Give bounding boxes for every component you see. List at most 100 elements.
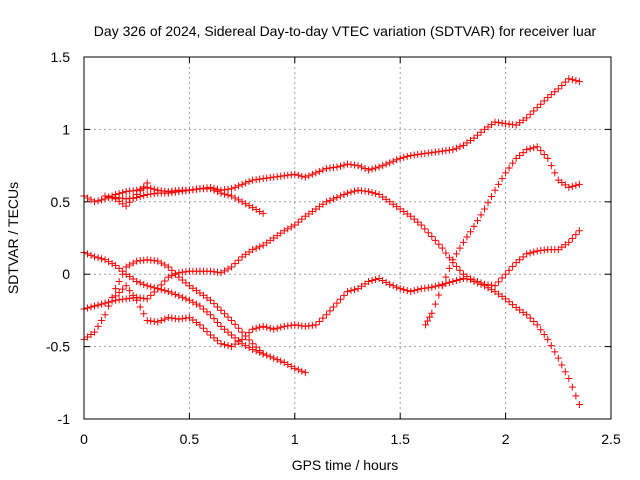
data-point xyxy=(452,144,460,152)
data-point xyxy=(210,334,218,342)
data-point xyxy=(108,260,116,268)
data-point xyxy=(523,250,531,258)
data-point xyxy=(231,260,239,268)
data-point xyxy=(365,277,373,285)
data-point xyxy=(322,198,330,206)
data-point xyxy=(259,241,267,249)
x-tick-label: 2 xyxy=(502,431,510,447)
data-point xyxy=(161,315,169,323)
data-point xyxy=(245,248,253,256)
data-point xyxy=(203,308,211,316)
data-point xyxy=(379,193,387,201)
data-point xyxy=(438,282,446,290)
data-point xyxy=(175,292,183,300)
data-point xyxy=(154,257,162,265)
data-point xyxy=(150,288,158,296)
data-point xyxy=(519,253,527,261)
data-point xyxy=(228,331,236,339)
data-point xyxy=(210,315,218,323)
data-point xyxy=(516,306,524,314)
data-point xyxy=(554,85,562,93)
data-point xyxy=(129,259,137,267)
data-point xyxy=(347,188,355,196)
data-point xyxy=(523,146,531,154)
data-point xyxy=(196,289,204,297)
data-point xyxy=(561,181,569,189)
data-point xyxy=(291,364,299,372)
data-point xyxy=(502,295,510,303)
data-point xyxy=(301,369,309,377)
data-point xyxy=(568,76,576,84)
data-point xyxy=(498,175,506,183)
data-point xyxy=(126,198,134,206)
data-point xyxy=(214,303,222,311)
data-point xyxy=(488,192,496,200)
data-point xyxy=(428,309,436,317)
data-point xyxy=(206,296,214,304)
data-point xyxy=(344,189,351,197)
data-point xyxy=(294,218,302,226)
data-point xyxy=(428,233,436,241)
data-point xyxy=(456,276,464,284)
data-point xyxy=(242,250,250,258)
data-point xyxy=(161,277,169,285)
data-point xyxy=(308,207,316,215)
data-point xyxy=(98,300,106,308)
data-point xyxy=(473,277,481,285)
data-point xyxy=(505,164,513,172)
data-point xyxy=(426,313,434,321)
data-point xyxy=(544,154,552,162)
data-point xyxy=(533,321,541,329)
data-point xyxy=(375,275,383,283)
data-point xyxy=(231,194,239,202)
data-point xyxy=(192,287,200,295)
data-point xyxy=(270,354,278,362)
data-point xyxy=(249,325,257,333)
data-point xyxy=(273,232,281,240)
data-point xyxy=(400,286,408,294)
data-point xyxy=(178,276,186,284)
data-point xyxy=(526,110,534,118)
data-point xyxy=(94,322,102,330)
data-point xyxy=(421,321,429,329)
data-point xyxy=(238,253,246,261)
data-point xyxy=(245,178,253,186)
data-point xyxy=(221,267,229,275)
data-point xyxy=(277,323,285,331)
data-point xyxy=(259,350,267,358)
data-point xyxy=(252,244,260,252)
data-point xyxy=(396,205,404,213)
data-point xyxy=(84,250,92,258)
data-point xyxy=(386,198,394,206)
data-point xyxy=(319,166,327,174)
data-point xyxy=(572,231,580,239)
data-point xyxy=(509,301,517,309)
data-point xyxy=(396,285,404,293)
data-point xyxy=(512,259,520,267)
data-point xyxy=(228,192,236,200)
data-point xyxy=(389,157,397,165)
data-point xyxy=(105,302,113,310)
data-point xyxy=(424,317,432,325)
data-point xyxy=(87,251,95,259)
data-point xyxy=(266,236,274,244)
data-point xyxy=(91,302,99,310)
data-point xyxy=(122,263,130,271)
data-point xyxy=(231,320,239,328)
data-point xyxy=(326,307,334,315)
data-point xyxy=(273,356,281,364)
data-point xyxy=(456,266,464,274)
data-point xyxy=(389,200,397,208)
data-point xyxy=(242,200,250,208)
data-point xyxy=(312,205,320,213)
data-point xyxy=(575,401,583,409)
data-point xyxy=(112,292,120,300)
data-point xyxy=(400,153,408,161)
data-point xyxy=(115,277,123,285)
data-point xyxy=(189,284,197,292)
data-point xyxy=(449,146,457,154)
data-point xyxy=(477,211,485,219)
data-point xyxy=(389,282,397,290)
data-point xyxy=(336,192,344,200)
data-point xyxy=(112,262,120,270)
